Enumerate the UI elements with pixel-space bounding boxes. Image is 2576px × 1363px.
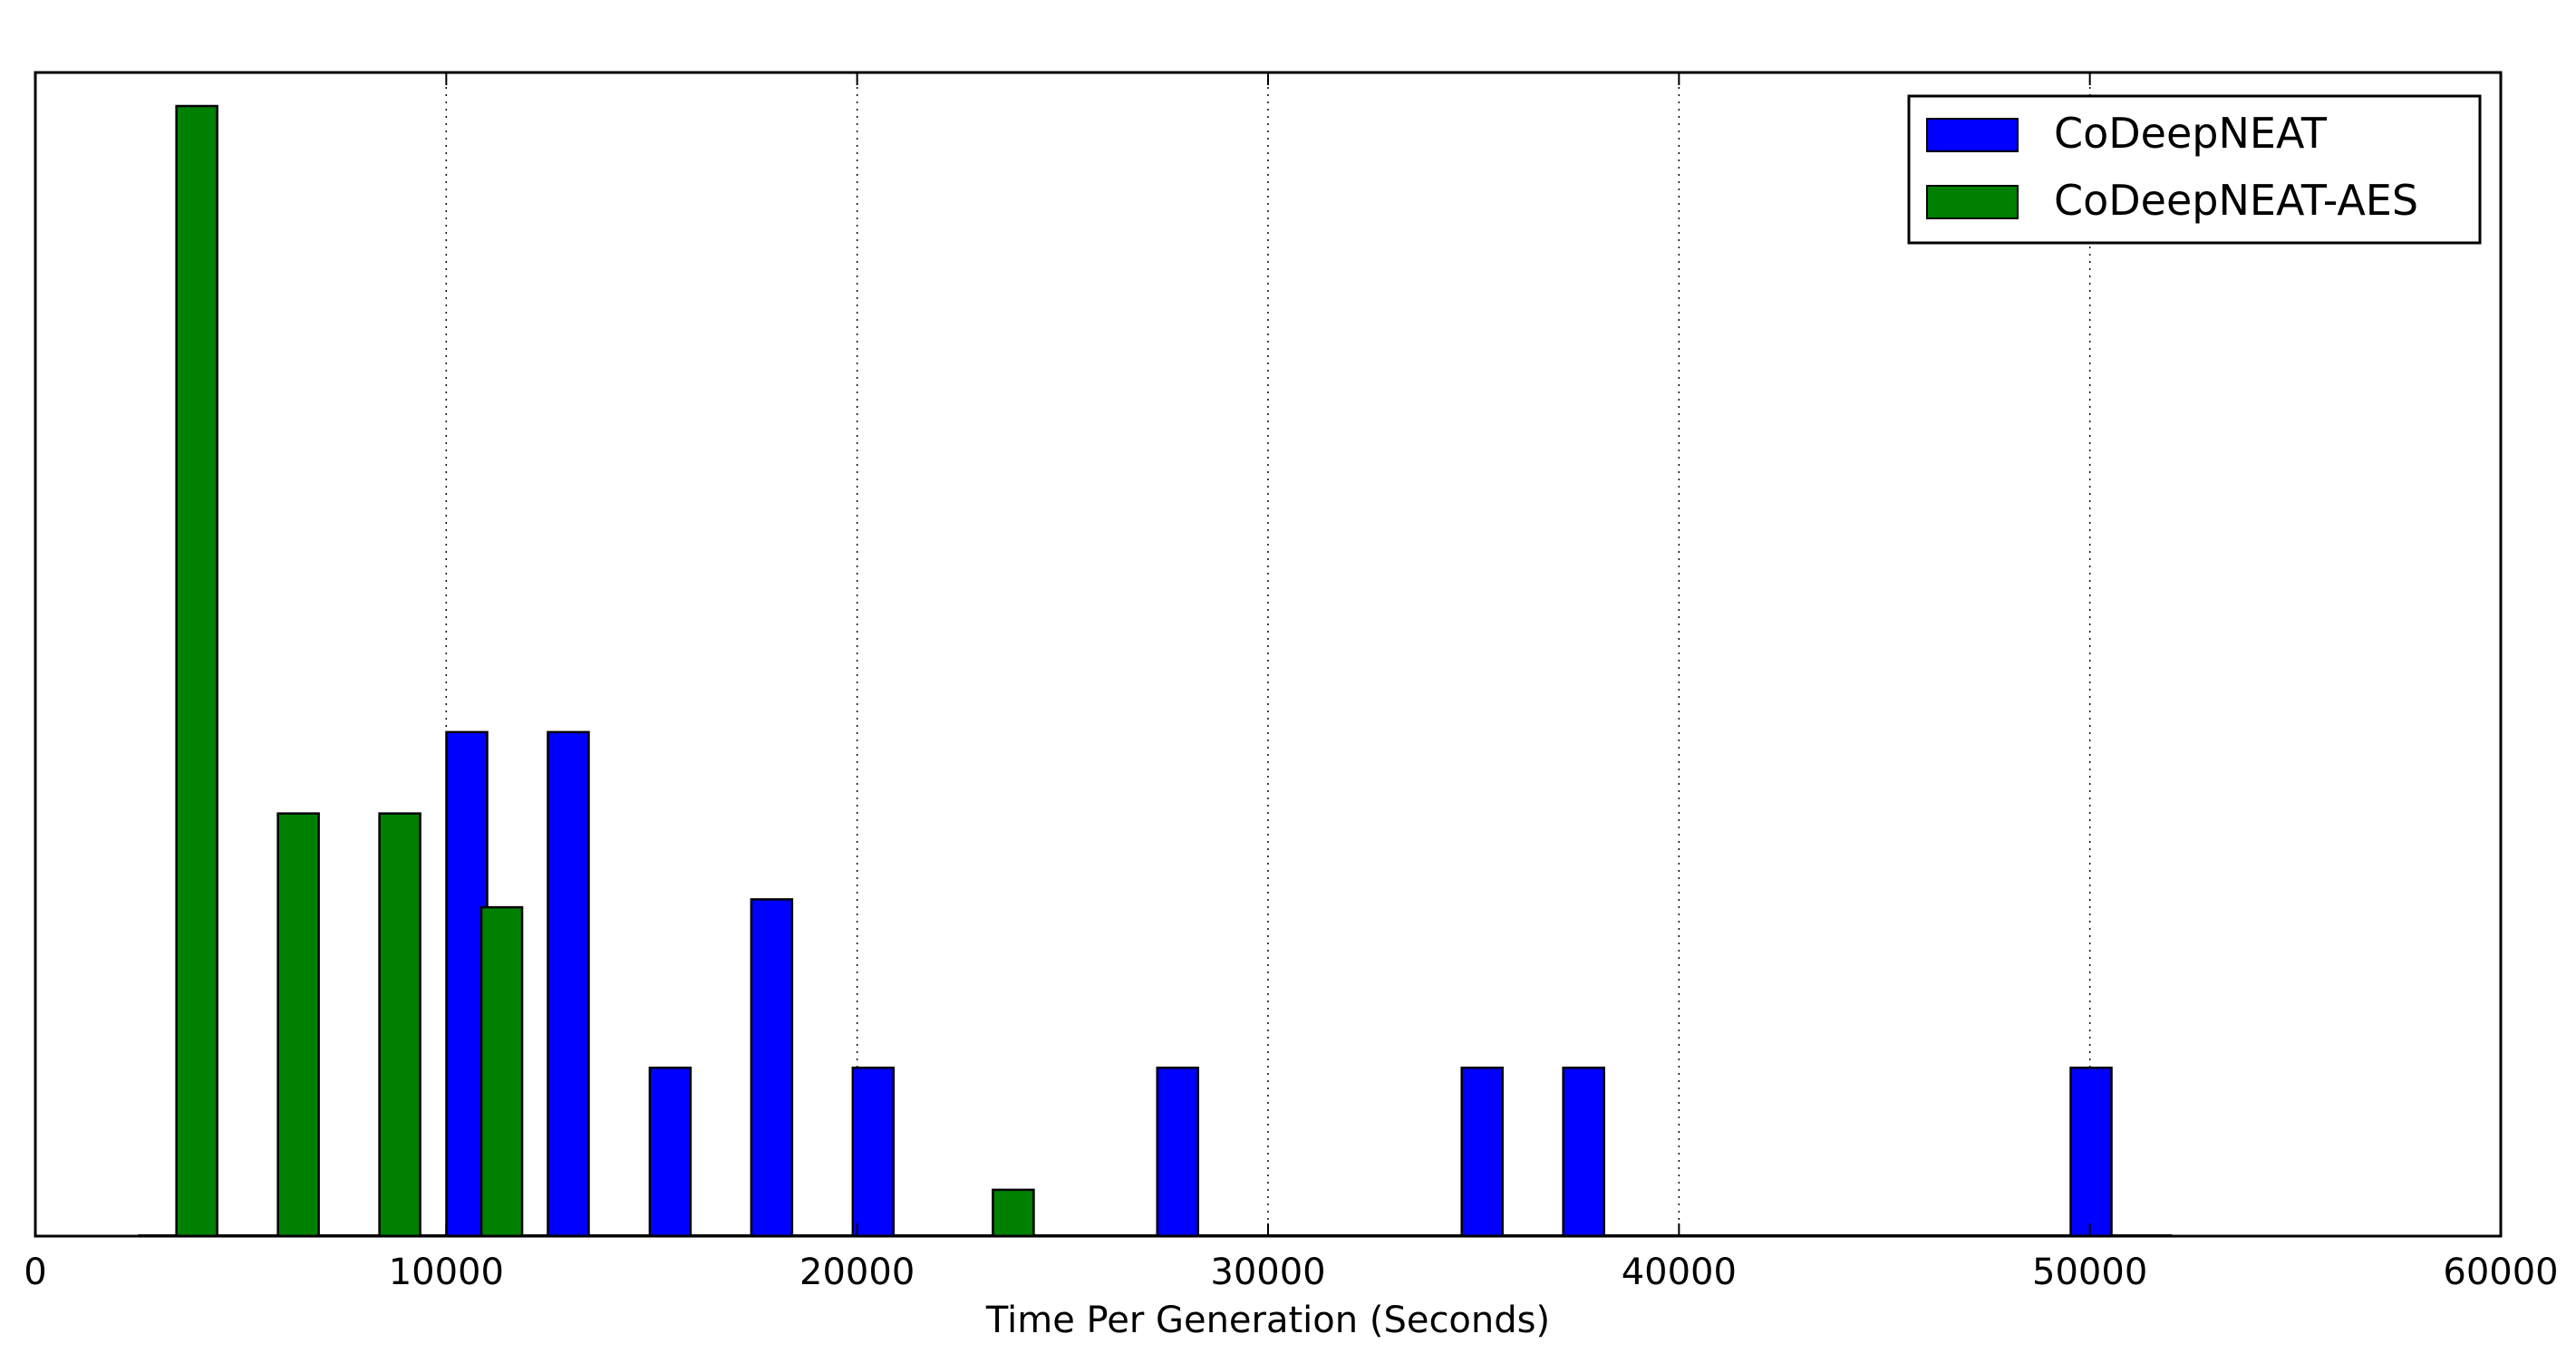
bar-codeepneat-aes xyxy=(378,812,421,1238)
x-tick-label: 60000 xyxy=(2443,1252,2558,1293)
x-tick-label: 10000 xyxy=(389,1252,504,1293)
legend: CoDeepNEAT CoDeepNEAT-AES xyxy=(1907,94,2482,245)
bar-codeepneat-aes xyxy=(175,104,218,1238)
x-tick-label: 30000 xyxy=(1210,1252,1325,1293)
grid-layer xyxy=(445,72,2091,1236)
bar-codeepneat xyxy=(750,898,794,1238)
bar-codeepneat xyxy=(648,1066,692,1238)
x-tick-label: 50000 xyxy=(2032,1252,2147,1293)
bar-codeepneat-aes xyxy=(992,1188,1035,1238)
bar-codeepneat xyxy=(547,730,590,1238)
bar-codeepneat xyxy=(851,1066,896,1238)
x-tick-label: 40000 xyxy=(1622,1252,1737,1293)
tick-layer: 0 10000 20000 30000 40000 50000 60000 xyxy=(24,72,2559,1293)
x-tick-label: 0 xyxy=(24,1252,46,1293)
legend-swatch xyxy=(1926,118,2019,152)
x-tick-label: 20000 xyxy=(799,1252,915,1293)
legend-label: CoDeepNEAT xyxy=(2054,109,2328,158)
legend-swatch xyxy=(1926,185,2019,219)
x-axis-label: Time Per Generation (Seconds) xyxy=(985,1300,1550,1341)
bar-codeepneat xyxy=(1156,1066,1200,1238)
bar-layer xyxy=(138,104,2173,1238)
bar-codeepneat-aes xyxy=(479,905,524,1238)
legend-label: CoDeepNEAT-AES xyxy=(2054,176,2418,225)
bar-codeepneat-aes xyxy=(276,812,320,1238)
bar-codeepneat xyxy=(1460,1066,1504,1238)
bar-codeepneat xyxy=(1562,1066,1605,1238)
bar-codeepneat xyxy=(2069,1066,2113,1238)
